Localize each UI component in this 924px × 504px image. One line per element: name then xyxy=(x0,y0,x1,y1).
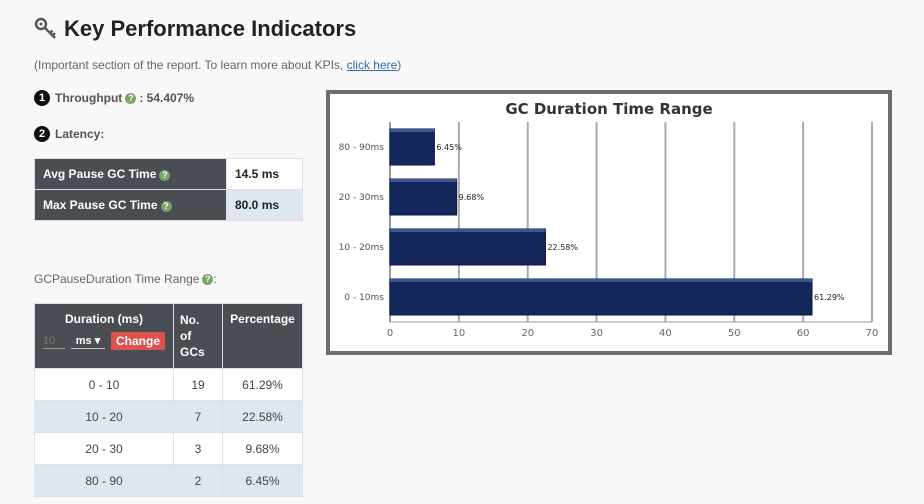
unit-select[interactable]: ms ▾ xyxy=(70,333,105,349)
chart-svg: GC Duration Time Range 0 10 20 30 40 50 60 70 0 -… xyxy=(339,100,879,339)
x-tick-label: 10 xyxy=(452,328,465,339)
throughput-value: : 54.407% xyxy=(139,91,195,105)
table-row: 20 - 30 3 9.68% xyxy=(34,432,303,465)
count-cell: 19 xyxy=(173,368,223,401)
x-tick-label: 30 xyxy=(590,328,603,339)
gc-range-label-suffix: : xyxy=(213,272,217,286)
category-label: 10 - 20ms xyxy=(339,243,385,253)
bar xyxy=(389,278,813,316)
x-tick-label: 70 xyxy=(866,328,879,339)
data-label: 6.45% xyxy=(436,143,462,152)
gc-range-label: GCPauseDuration Time Range ? : xyxy=(34,272,217,286)
range-cell: 0 - 10 xyxy=(34,368,174,401)
max-pause-label-cell: Max Pause GC Time? xyxy=(34,189,227,221)
bar-highlight xyxy=(390,279,813,282)
bar-highlight xyxy=(390,129,435,132)
unit-select-value: ms xyxy=(75,335,92,347)
x-tick-label: 50 xyxy=(728,328,741,339)
table-row: 10 - 20 7 22.58% xyxy=(34,400,303,433)
max-pause-value: 80.0 ms xyxy=(226,189,303,221)
help-icon[interactable]: ? xyxy=(159,169,171,181)
percentage-header: Percentage xyxy=(222,303,303,369)
count-header-line: GCs xyxy=(180,345,205,359)
number-badge-1: 1 xyxy=(34,90,50,106)
pct-cell: 22.58% xyxy=(222,400,303,433)
bar xyxy=(389,128,435,166)
bar-highlight xyxy=(390,229,546,232)
count-cell: 2 xyxy=(173,464,223,497)
latency-table: Avg Pause GC Time? 14.5 ms Max Pause GC … xyxy=(34,158,303,221)
bar-highlight xyxy=(390,179,457,182)
click-here-link[interactable]: click here xyxy=(346,58,398,72)
help-icon[interactable]: ? xyxy=(160,200,172,212)
subtitle: (Important section of the report. To lea… xyxy=(34,58,401,72)
category-label: 80 - 90ms xyxy=(339,143,385,153)
x-tick-label: 0 xyxy=(387,328,393,339)
key-icon xyxy=(34,17,56,39)
throughput-label: Throughput xyxy=(55,91,123,105)
count-cell: 7 xyxy=(173,400,223,433)
duration-input[interactable] xyxy=(42,333,65,349)
gc-duration-table: Duration (ms) ms ▾ Change No. of GCs Per… xyxy=(34,303,303,497)
count-header-line: No. xyxy=(180,313,200,327)
count-cell: 3 xyxy=(173,432,223,465)
change-button[interactable]: Change xyxy=(110,332,165,350)
avg-pause-label: Avg Pause GC Time xyxy=(43,167,157,181)
bar xyxy=(389,178,458,216)
category-label: 0 - 10ms xyxy=(344,293,384,303)
duration-controls: ms ▾ Change xyxy=(41,332,167,350)
gc-duration-chart: GC Duration Time Range 0 10 20 30 40 50 60 70 0 -… xyxy=(326,90,892,355)
throughput-line: 1 Throughput ? : 54.407% xyxy=(34,90,194,106)
range-cell: 80 - 90 xyxy=(34,464,174,497)
count-header: No. of GCs xyxy=(173,303,223,369)
bar xyxy=(389,228,546,266)
subtitle-text: (Important section of the report. To lea… xyxy=(34,58,347,72)
kpi-header: Key Performance Indicators xyxy=(34,14,356,44)
max-pause-label: Max Pause GC Time xyxy=(43,198,158,212)
help-icon[interactable]: ? xyxy=(202,273,214,285)
help-icon[interactable]: ? xyxy=(125,92,137,104)
subtitle-suffix: ) xyxy=(397,58,402,72)
x-tick-label: 20 xyxy=(521,328,534,339)
page-title: Key Performance Indicators xyxy=(64,16,357,41)
pct-cell: 61.29% xyxy=(222,368,303,401)
latency-line: 2 Latency: xyxy=(34,126,104,142)
range-cell: 10 - 20 xyxy=(34,400,174,433)
duration-header: Duration (ms) ms ▾ Change xyxy=(34,303,174,369)
count-header-line: of xyxy=(180,329,192,343)
data-label: 61.29% xyxy=(814,293,845,302)
data-label: 9.68% xyxy=(459,193,485,202)
table-row: Avg Pause GC Time? 14.5 ms xyxy=(34,158,303,190)
duration-header-label: Duration (ms) xyxy=(65,312,143,326)
pct-cell: 6.45% xyxy=(222,464,303,497)
gc-range-label-text: GCPauseDuration Time Range xyxy=(34,272,200,286)
avg-pause-value: 14.5 ms xyxy=(226,158,303,190)
table-row: Max Pause GC Time? 80.0 ms xyxy=(34,189,303,221)
number-badge-2: 2 xyxy=(34,126,50,142)
x-tick-label: 60 xyxy=(797,328,810,339)
range-cell: 20 - 30 xyxy=(34,432,174,465)
chart-title: GC Duration Time Range xyxy=(505,100,712,118)
data-label: 22.58% xyxy=(547,243,578,252)
latency-label: Latency: xyxy=(55,127,105,141)
x-tick-label: 40 xyxy=(659,328,672,339)
table-header-row: Duration (ms) ms ▾ Change No. of GCs Per… xyxy=(34,303,303,369)
category-label: 20 - 30ms xyxy=(339,193,385,203)
pct-cell: 9.68% xyxy=(222,432,303,465)
avg-pause-label-cell: Avg Pause GC Time? xyxy=(34,158,227,190)
table-row: 0 - 10 19 61.29% xyxy=(34,368,303,401)
table-row: 80 - 90 2 6.45% xyxy=(34,464,303,497)
